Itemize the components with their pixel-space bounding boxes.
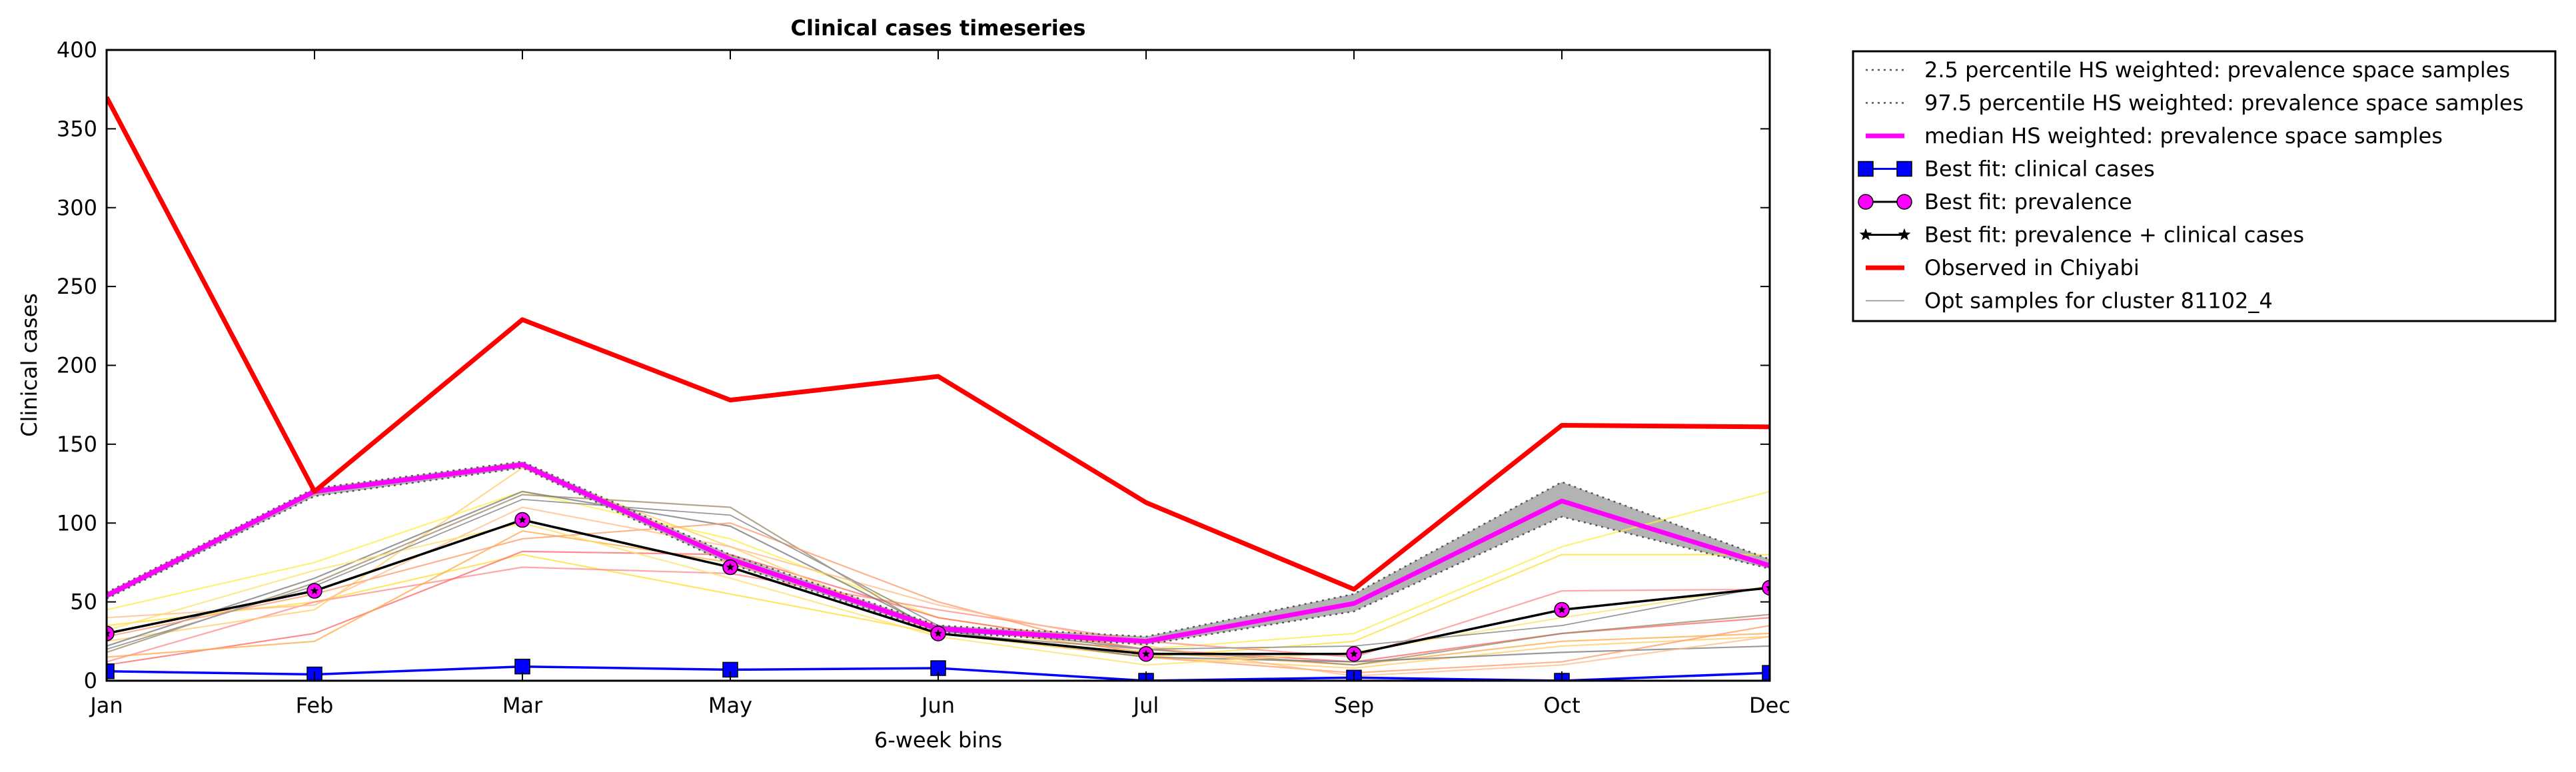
- plot-layer: [107, 96, 1770, 681]
- legend-label: 97.5 percentile HS weighted: prevalence …: [1924, 91, 2523, 116]
- series-point: [1858, 194, 1874, 210]
- series-line: [107, 96, 1770, 592]
- y-tick-label: 200: [57, 353, 97, 378]
- series-line: [107, 462, 1770, 644]
- y-tick-label: 0: [84, 668, 97, 693]
- y-axis-label: Clinical cases: [17, 293, 42, 437]
- legend: 2.5 percentile HS weighted: prevalence s…: [1852, 50, 2557, 322]
- sample-line: [107, 530, 1770, 666]
- y-tick-label: 250: [57, 274, 97, 299]
- sample-line: [107, 522, 1770, 666]
- series-line: [107, 498, 1770, 650]
- x-tick-label: Feb: [296, 693, 334, 718]
- series-point: [1349, 649, 1359, 658]
- x-tick-label: Sep: [1334, 693, 1374, 718]
- series-point: [726, 562, 735, 571]
- series-point: [1896, 161, 1912, 177]
- series-point: [934, 629, 943, 637]
- legend-label: Best fit: prevalence + clinical cases: [1924, 222, 2304, 248]
- plot-area: [107, 96, 1770, 681]
- x-tick-label: Dec: [1749, 693, 1790, 718]
- uncertainty-band: [107, 461, 1770, 645]
- legend-label: Best fit: clinical cases: [1924, 157, 2155, 182]
- series-point: [518, 515, 527, 524]
- x-axis-label: 6-week bins: [874, 727, 1002, 753]
- sample-line: [107, 506, 1770, 677]
- chart-title: Clinical cases timeseries: [791, 15, 1086, 41]
- legend-label: Observed in Chiyabi: [1924, 255, 2140, 280]
- legend-frame: [1852, 50, 2557, 322]
- series-point: [1557, 605, 1567, 613]
- legend-label: 2.5 percentile HS weighted: prevalence s…: [1924, 57, 2510, 83]
- y-axis: 0 50 100 150 200 250 300 350 400: [57, 37, 1770, 693]
- series-point: [1898, 228, 1911, 240]
- series-point: [107, 625, 115, 641]
- y-tick-label: 150: [57, 432, 97, 457]
- sample-line: [107, 522, 1770, 674]
- legend-label: median HS weighted: prevalence space sam…: [1924, 123, 2443, 149]
- y-tick-label: 400: [57, 37, 97, 63]
- y-tick-label: 50: [70, 589, 97, 615]
- x-tick-label: Jun: [920, 693, 955, 718]
- series-point: [1765, 583, 1770, 591]
- series-point: [1141, 649, 1151, 658]
- y-tick-label: 100: [57, 510, 97, 536]
- legend-label: Opt samples for cluster 81102_4: [1924, 288, 2273, 314]
- x-tick-label: Mar: [502, 693, 543, 718]
- sample-line: [107, 550, 1770, 666]
- series-point: [1896, 194, 1912, 210]
- y-tick-label: 350: [57, 116, 97, 141]
- x-tick-label: Oct: [1543, 693, 1580, 718]
- sample-line: [107, 566, 1770, 663]
- x-tick-label: May: [708, 693, 752, 718]
- series-point: [1762, 579, 1770, 596]
- series-point: [107, 629, 111, 637]
- x-axis: Jan Feb Mar May Jun Jul Sep Oct Dec: [89, 50, 1790, 718]
- series-point: [107, 663, 115, 679]
- series-point: [1762, 665, 1770, 681]
- series-point: [310, 586, 319, 595]
- sample-line: [107, 554, 1770, 658]
- legend-label: Best fit: prevalence: [1924, 189, 2132, 214]
- y-tick-label: 300: [57, 195, 97, 220]
- x-tick-label: Jul: [1132, 693, 1159, 718]
- series-point: [1859, 228, 1872, 240]
- series-point: [1858, 161, 1874, 177]
- x-tick-label: Jan: [89, 693, 123, 718]
